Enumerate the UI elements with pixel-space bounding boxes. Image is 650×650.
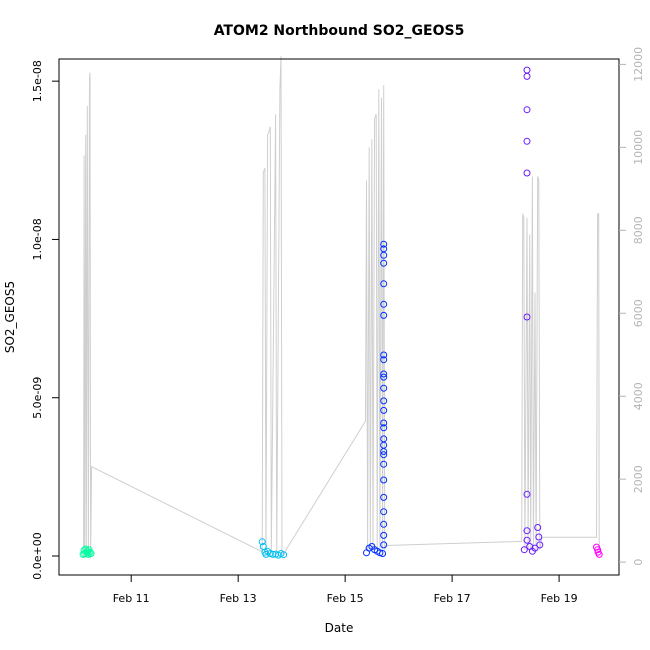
data-point	[380, 451, 388, 459]
y-axis-label: SO2_GEOS5	[3, 281, 17, 353]
data-point	[380, 259, 388, 267]
data-point	[523, 72, 531, 80]
data-point	[380, 493, 388, 501]
y-tick-label: 0.0e+00	[31, 532, 44, 579]
y2-tick-label: 8000	[632, 216, 645, 244]
data-point	[380, 280, 388, 288]
data-point	[520, 546, 528, 554]
data-point	[380, 397, 388, 405]
plot-frame	[58, 58, 620, 576]
data-point	[380, 460, 388, 468]
data-point	[380, 541, 388, 549]
data-point	[380, 370, 388, 378]
data-point	[380, 240, 388, 248]
data-point	[380, 441, 388, 449]
y2-tick-label: 2000	[632, 465, 645, 493]
data-point	[380, 311, 388, 319]
data-point	[531, 544, 539, 552]
y2-tick-label: 6000	[632, 299, 645, 327]
data-point	[280, 551, 288, 559]
y2-axis: 0 2000 4000 6000 8000 10000 12000	[619, 47, 645, 566]
data-point	[523, 66, 531, 74]
x-tick-label: Feb 15	[327, 592, 364, 605]
chart-title: ATOM2 Northbound SO2_GEOS5	[214, 23, 465, 39]
data-point	[380, 531, 388, 539]
data-point	[380, 424, 388, 432]
data-point	[523, 169, 531, 177]
data-point	[595, 550, 603, 558]
altitude-line	[83, 56, 600, 559]
y2-tick-label: 10000	[632, 130, 645, 165]
data-point	[380, 406, 388, 414]
y-tick-label: 1.0e-08	[31, 218, 44, 260]
x-axis: Feb 11 Feb 13 Feb 15 Feb 17 Feb 19	[113, 575, 578, 605]
x-axis-label: Date	[325, 621, 354, 635]
data-point	[269, 550, 277, 558]
data-point	[380, 373, 388, 381]
data-point	[523, 536, 531, 544]
data-point	[380, 448, 388, 455]
data-point	[523, 527, 531, 535]
x-tick-label: Feb 19	[541, 592, 578, 605]
altitude-layer	[83, 56, 600, 559]
data-point	[523, 137, 531, 145]
data-point	[380, 351, 388, 359]
data-point	[380, 520, 388, 528]
data-point	[258, 538, 266, 546]
y2-tick-label: 4000	[632, 382, 645, 410]
data-point	[534, 524, 542, 531]
data-point	[380, 435, 388, 443]
data-point	[523, 106, 531, 114]
points-layer	[79, 66, 603, 559]
data-point	[380, 300, 388, 308]
data-point	[380, 251, 388, 259]
data-point	[380, 356, 388, 364]
data-point	[379, 550, 387, 557]
data-point	[380, 384, 388, 392]
data-point	[86, 548, 94, 556]
data-point	[536, 541, 544, 549]
x-tick-label: Feb 11	[113, 592, 150, 605]
y2-tick-label: 12000	[632, 47, 645, 82]
data-point	[535, 533, 543, 541]
data-point	[523, 490, 531, 498]
y-axis: 0.0e+00 5.0e-09 1.0e-08 1.5e-08	[31, 60, 59, 580]
y-tick-label: 5.0e-09	[31, 377, 44, 419]
y-tick-label: 1.5e-08	[31, 60, 44, 102]
data-point	[380, 419, 388, 427]
y2-tick-label: 0	[632, 559, 645, 566]
data-point	[380, 476, 388, 484]
x-tick-label: Feb 13	[220, 592, 257, 605]
data-point	[380, 508, 388, 516]
data-point	[594, 546, 602, 554]
data-point	[523, 313, 531, 321]
data-point	[87, 550, 95, 557]
x-tick-label: Feb 17	[434, 592, 471, 605]
data-point	[376, 549, 384, 557]
